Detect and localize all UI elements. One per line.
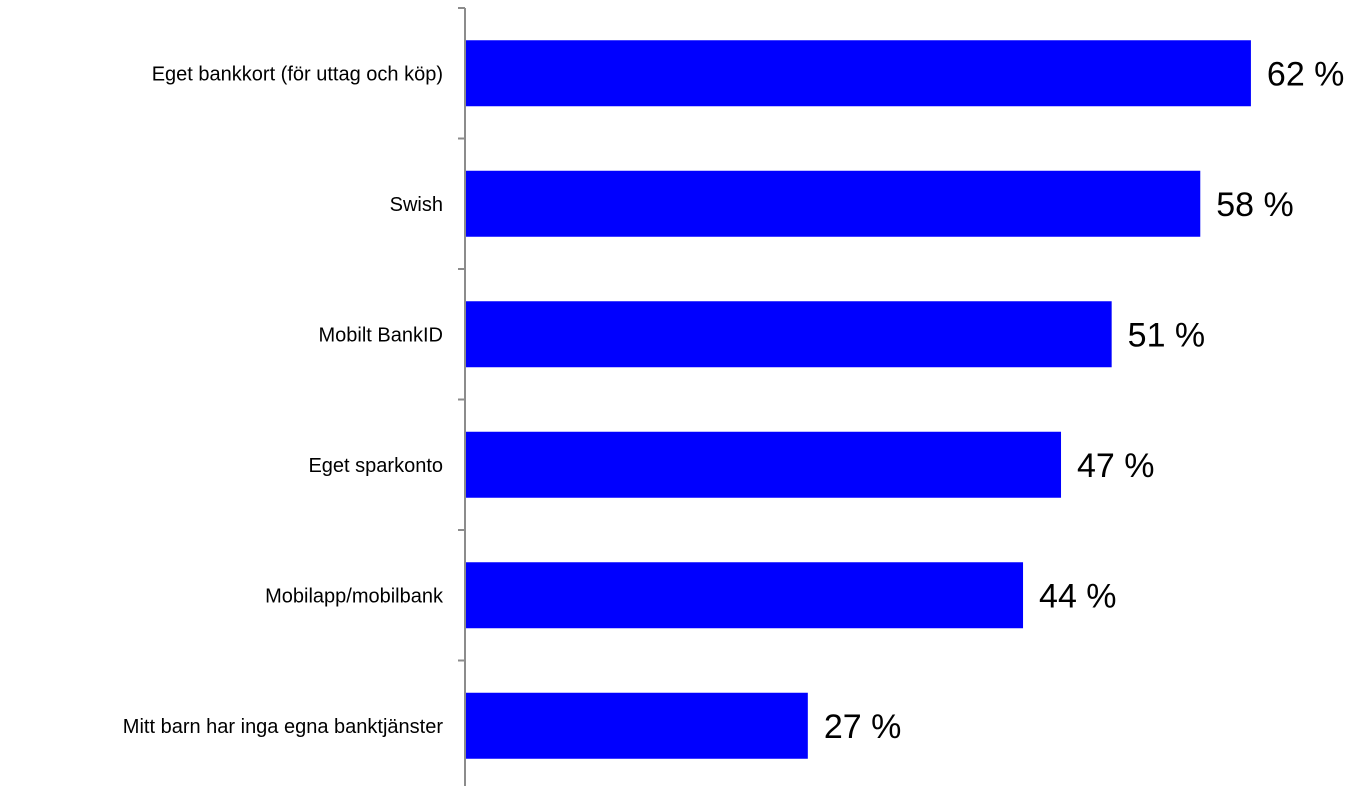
category-label: Eget bankkort (för uttag och köp) [152, 63, 443, 85]
y-axis-ticks [458, 7, 465, 662]
value-label: 47 % [1077, 447, 1155, 485]
bar [466, 301, 1112, 368]
value-label: 27 % [824, 708, 902, 746]
bar [466, 562, 1024, 629]
category-label: Mitt barn har inga egna banktjänster [123, 716, 444, 738]
category-label: Mobilt BankID [319, 324, 444, 346]
value-label: 58 % [1216, 186, 1294, 224]
category-label: Eget sparkonto [308, 455, 443, 477]
value-labels: 62 % 58 % 51 % 47 % 44 % 27 % [824, 55, 1345, 746]
bar [466, 170, 1201, 237]
category-labels: Eget bankkort (för uttag och köp) Swish Mo… [123, 63, 444, 738]
category-label: Swish [390, 194, 443, 216]
value-label: 44 % [1039, 577, 1117, 615]
category-label: Mobilapp/mobilbank [265, 585, 444, 607]
bar [466, 431, 1062, 498]
bar [466, 40, 1251, 107]
bars-group [466, 40, 1251, 759]
bar [466, 692, 808, 759]
value-label: 51 % [1128, 316, 1206, 354]
value-label: 62 % [1267, 55, 1345, 93]
